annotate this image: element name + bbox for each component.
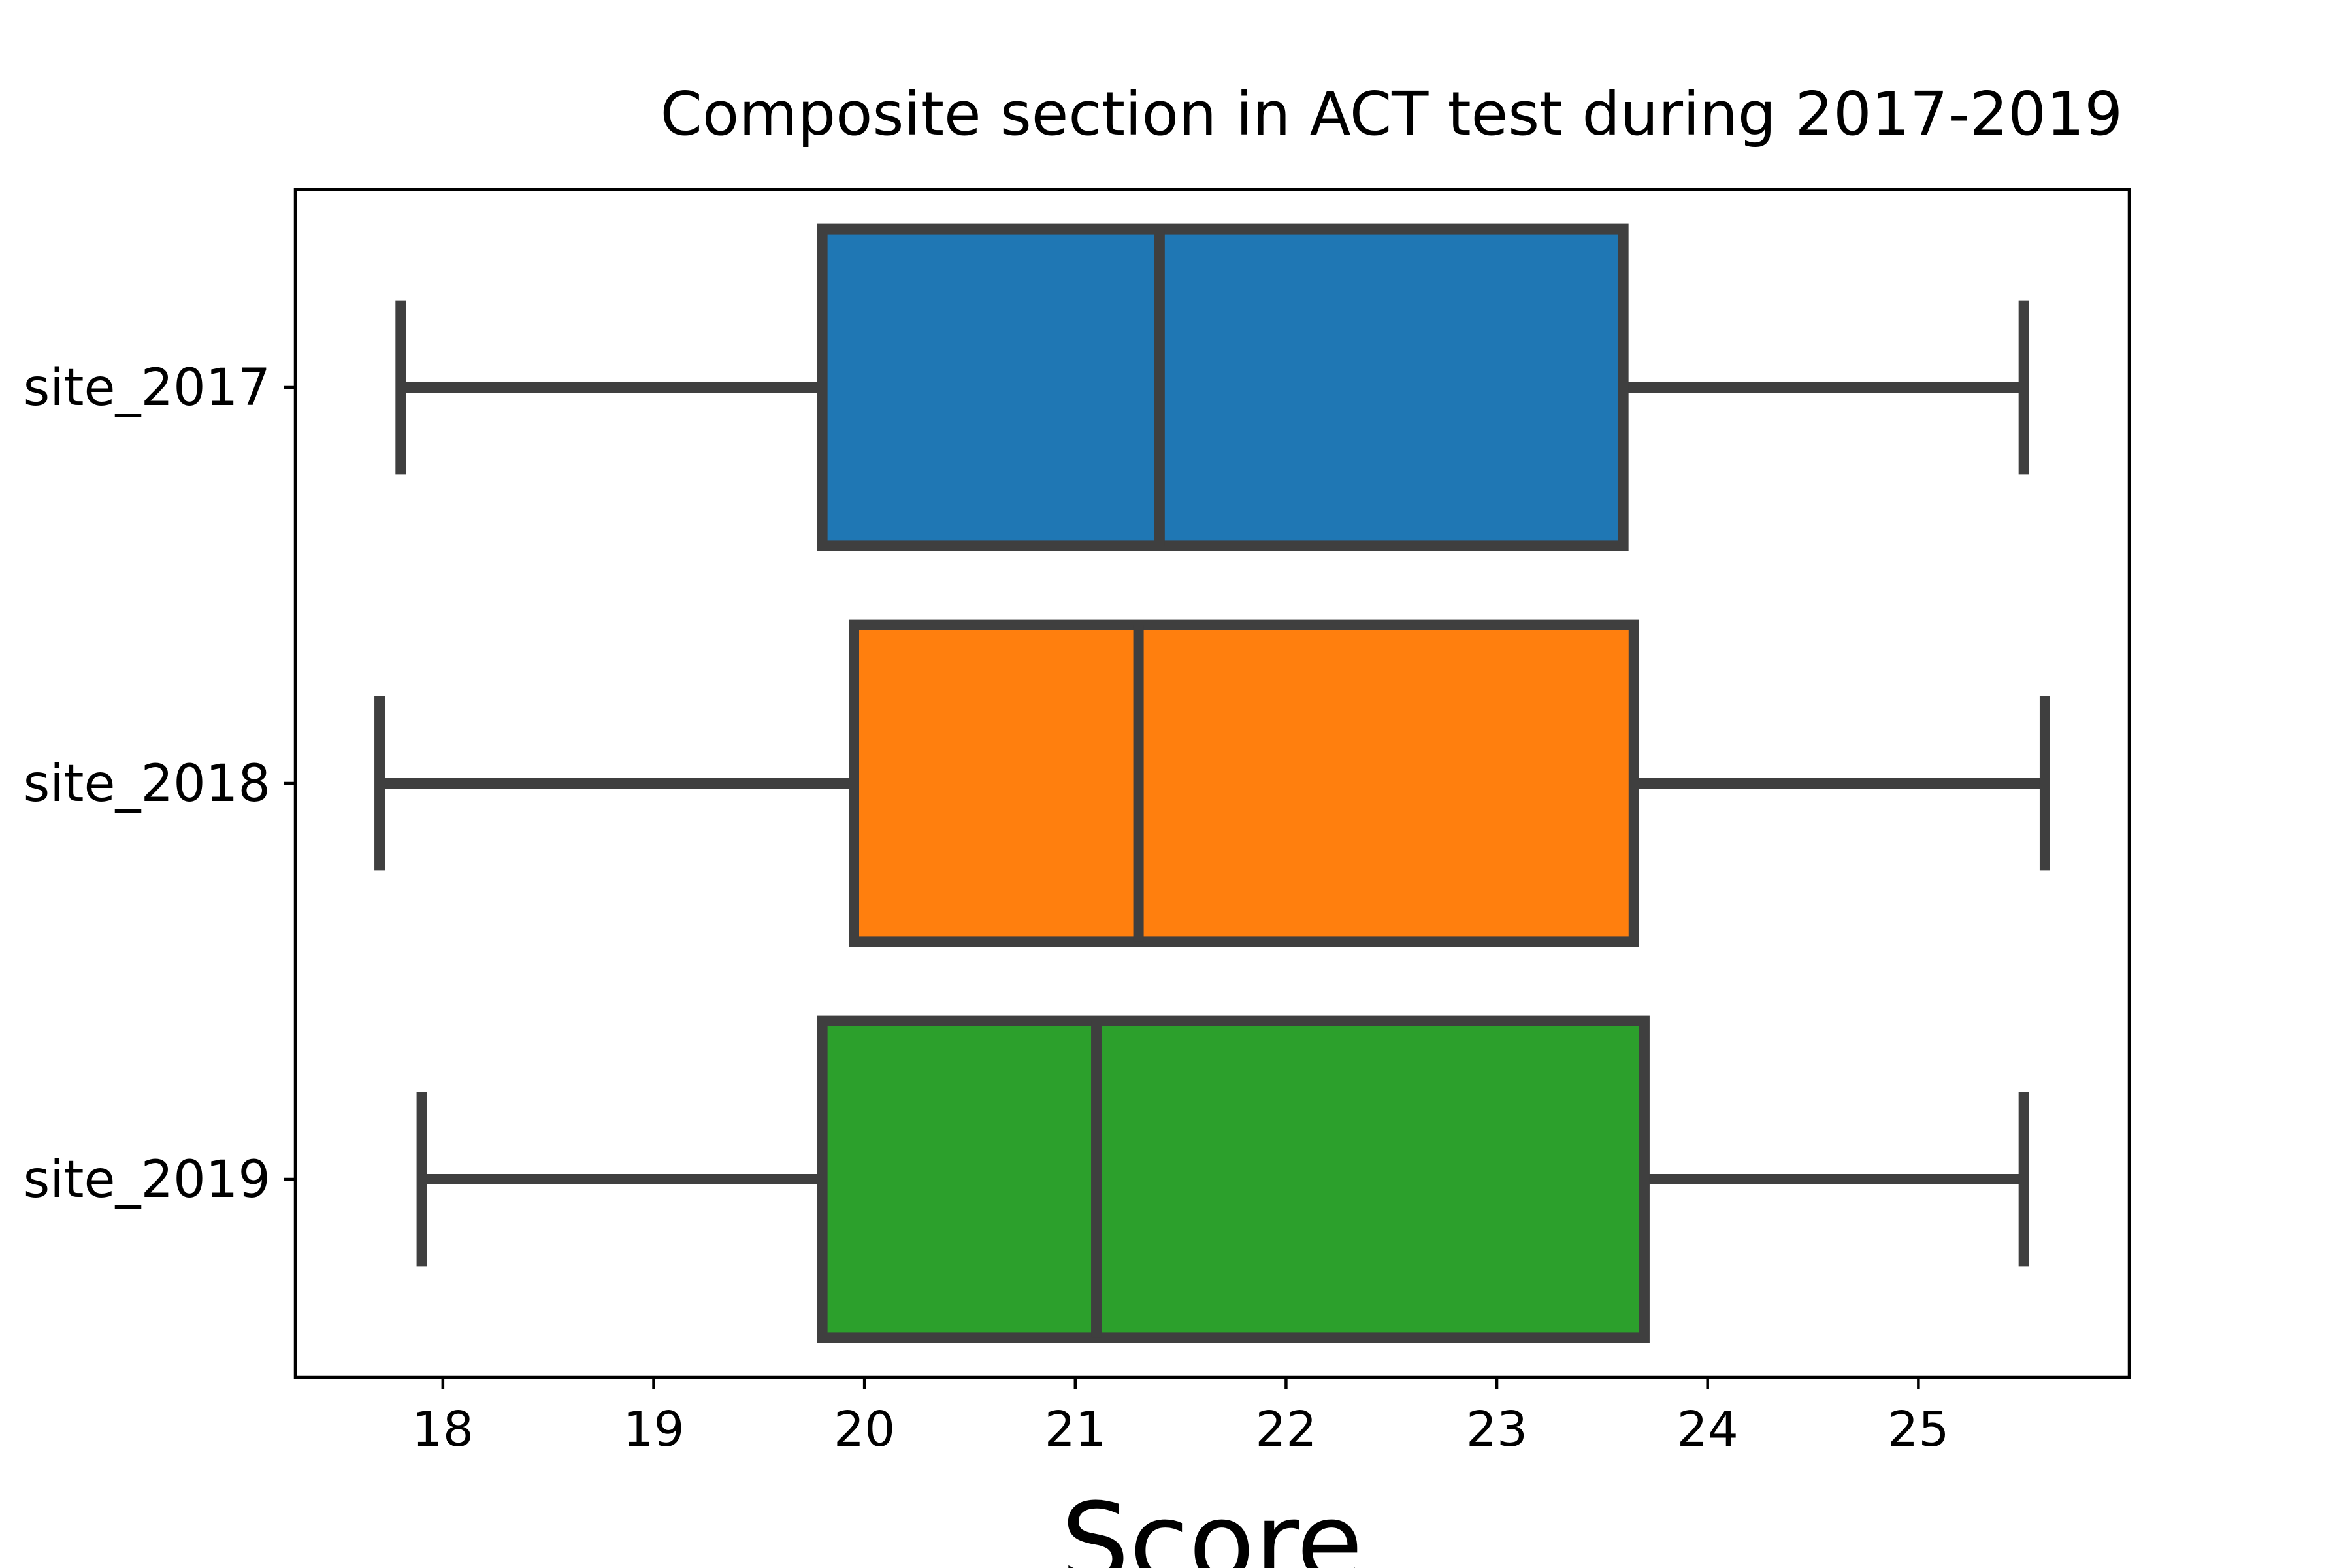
x-tick-label: 21: [1045, 1401, 1106, 1458]
y-tick-label: site_2018: [24, 755, 270, 813]
x-tick-label: 19: [623, 1401, 684, 1458]
box-iqr: [817, 1015, 1650, 1343]
box-group-site_2017: [395, 223, 2029, 551]
chart-title: Composite section in ACT test during 201…: [661, 79, 2123, 149]
x-tick-label: 23: [1466, 1401, 1527, 1458]
y-tick-label: site_2019: [24, 1151, 270, 1209]
box-group-site_2019: [416, 1015, 2029, 1343]
y-axis: site_2017 site_2018 site_2019: [24, 359, 295, 1209]
box-group-site_2018: [374, 619, 2050, 947]
box-iqr: [849, 619, 1639, 947]
x-tick-label: 24: [1677, 1401, 1739, 1458]
box-iqr: [817, 223, 1629, 551]
x-tick-label: 25: [1887, 1401, 1949, 1458]
x-axis: 18 19 20 21 22 23 24 25: [412, 1377, 1949, 1458]
x-tick-label: 20: [834, 1401, 895, 1458]
x-tick-label: 22: [1255, 1401, 1316, 1458]
x-tick-label: 18: [412, 1401, 474, 1458]
x-axis-label: Score: [1061, 1480, 1363, 1568]
boxes-layer: [374, 223, 2050, 1343]
y-tick-label: site_2017: [24, 359, 270, 417]
